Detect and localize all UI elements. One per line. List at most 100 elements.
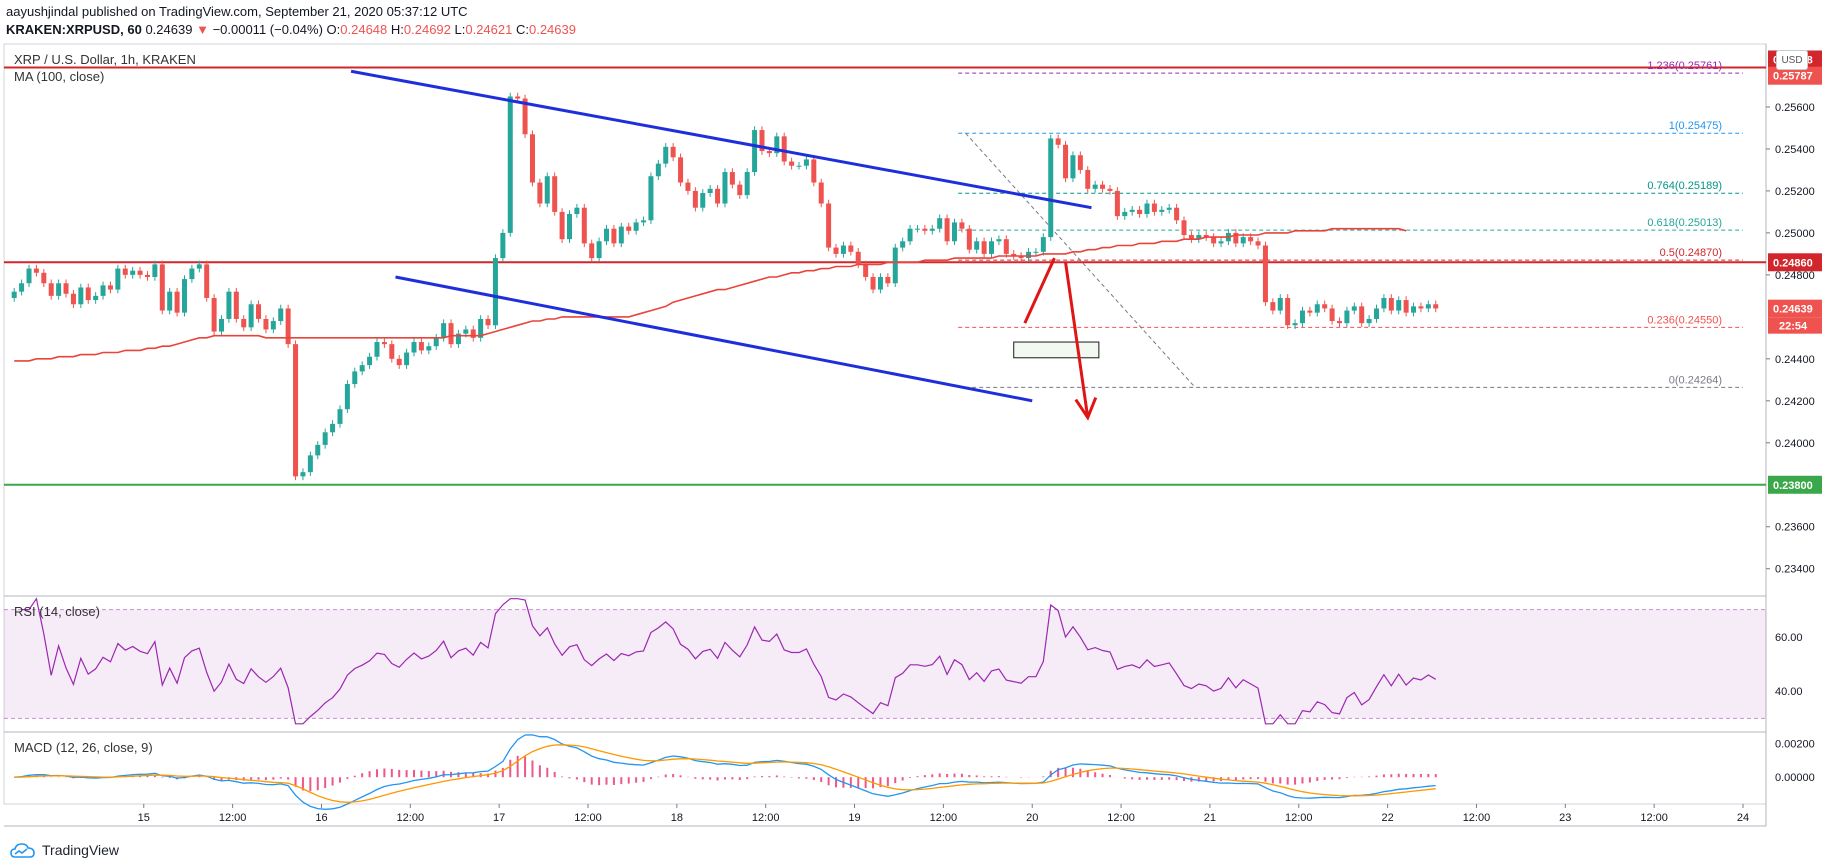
candle xyxy=(907,228,913,242)
published-text: published on TradingView.com, September … xyxy=(78,4,468,19)
candle xyxy=(322,432,328,445)
candle xyxy=(293,344,299,477)
candle xyxy=(26,268,32,284)
candle xyxy=(759,130,765,152)
rsi-legend[interactable]: RSI (14, close) xyxy=(14,604,100,619)
candle xyxy=(315,444,321,456)
candle xyxy=(581,207,587,244)
candle xyxy=(300,472,306,477)
candle xyxy=(678,157,684,183)
x-tick-label: 17 xyxy=(493,812,505,824)
candle xyxy=(559,211,565,240)
candle xyxy=(611,228,617,244)
tradingview-cloud-icon xyxy=(10,843,35,858)
x-tick-label: 12:00 xyxy=(930,812,958,824)
candle xyxy=(130,270,136,275)
candle xyxy=(1344,310,1350,324)
candle xyxy=(959,222,965,229)
candle xyxy=(537,182,543,204)
candle xyxy=(63,283,69,294)
candle xyxy=(1122,211,1128,217)
channel-lower-line xyxy=(395,275,1033,403)
candle xyxy=(478,318,484,338)
candle xyxy=(307,455,313,473)
macd-tick-label: 0.00000 xyxy=(1775,772,1815,784)
y-tick-label: 0.25000 xyxy=(1775,228,1815,240)
open-value: 0.24648 xyxy=(340,22,388,37)
candle xyxy=(1055,138,1061,145)
price-change: −0.00011 (−0.04%) xyxy=(212,22,323,37)
low-label: L: xyxy=(454,22,466,37)
tradingview-logo[interactable]: TradingView xyxy=(10,842,119,858)
candle xyxy=(774,136,780,154)
currency-button[interactable]: USD xyxy=(1776,50,1808,70)
candle xyxy=(137,270,143,275)
candle xyxy=(1203,234,1209,238)
projection-arrow-up xyxy=(1023,257,1056,324)
x-tick-label: 21 xyxy=(1204,812,1216,824)
candle xyxy=(1114,190,1120,217)
fib-label: 0.618(0.25013) xyxy=(1647,217,1722,229)
candle xyxy=(1129,209,1135,212)
candle xyxy=(752,130,758,173)
candle xyxy=(1003,239,1009,254)
candle xyxy=(522,98,528,135)
candle xyxy=(1137,209,1143,215)
candle xyxy=(722,172,728,204)
last-price-tag-bg xyxy=(1768,66,1822,85)
candle xyxy=(441,323,447,338)
candle xyxy=(929,228,935,231)
ma-legend[interactable]: MA (100, close) xyxy=(14,69,105,84)
countdown-label: 22:54 xyxy=(1779,321,1808,333)
x-tick-label: 12:00 xyxy=(1463,812,1491,824)
publish-info: aayushjindal published on TradingView.co… xyxy=(6,4,468,19)
candle xyxy=(233,291,239,319)
publisher-name[interactable]: aayushjindal xyxy=(6,4,79,19)
candle xyxy=(1314,304,1320,313)
candle xyxy=(181,279,187,313)
candle xyxy=(174,291,180,313)
candle xyxy=(1248,237,1254,242)
y-tick-label: 0.25600 xyxy=(1775,102,1815,114)
candle xyxy=(1322,304,1328,309)
candle xyxy=(374,342,380,357)
candle xyxy=(167,291,173,311)
candle xyxy=(996,239,1002,242)
candle xyxy=(641,220,647,223)
low-value: 0.24621 xyxy=(465,22,513,37)
candle xyxy=(381,342,387,345)
candle xyxy=(715,188,721,204)
candle xyxy=(1299,310,1305,324)
level-tag: 0.24860 xyxy=(1773,257,1813,269)
current-price-tag: 0.24639 xyxy=(1773,304,1813,316)
candle xyxy=(1151,203,1157,212)
symbol-label: KRAKEN:XRPUSD, 60 xyxy=(6,22,142,37)
candle xyxy=(596,241,602,259)
macd-tick-label: 0.00200 xyxy=(1775,739,1815,751)
candle xyxy=(1048,138,1054,238)
candle xyxy=(737,184,743,196)
y-tick-label: 0.25400 xyxy=(1775,144,1815,156)
candle xyxy=(1240,237,1246,244)
candle xyxy=(278,308,284,322)
candle xyxy=(115,268,121,290)
candle xyxy=(1107,188,1113,191)
x-tick-label: 22 xyxy=(1381,812,1393,824)
candle xyxy=(781,136,787,162)
candle xyxy=(285,308,291,345)
candle xyxy=(552,176,558,212)
countdown-bg xyxy=(1768,317,1822,334)
candle xyxy=(529,134,535,183)
candle xyxy=(93,295,99,301)
macd-legend[interactable]: MACD (12, 26, close, 9) xyxy=(14,740,153,755)
ma-100-line xyxy=(14,227,1407,362)
chart-title: XRP / U.S. Dollar, 1h, KRAKEN xyxy=(14,52,196,67)
candle xyxy=(19,283,25,292)
rsi-band xyxy=(4,609,1766,719)
candle xyxy=(1411,306,1417,313)
candle xyxy=(159,264,165,311)
candle xyxy=(404,352,410,366)
candle xyxy=(604,228,610,242)
candle xyxy=(700,193,706,208)
y-tick-label: 0.23400 xyxy=(1775,564,1815,576)
